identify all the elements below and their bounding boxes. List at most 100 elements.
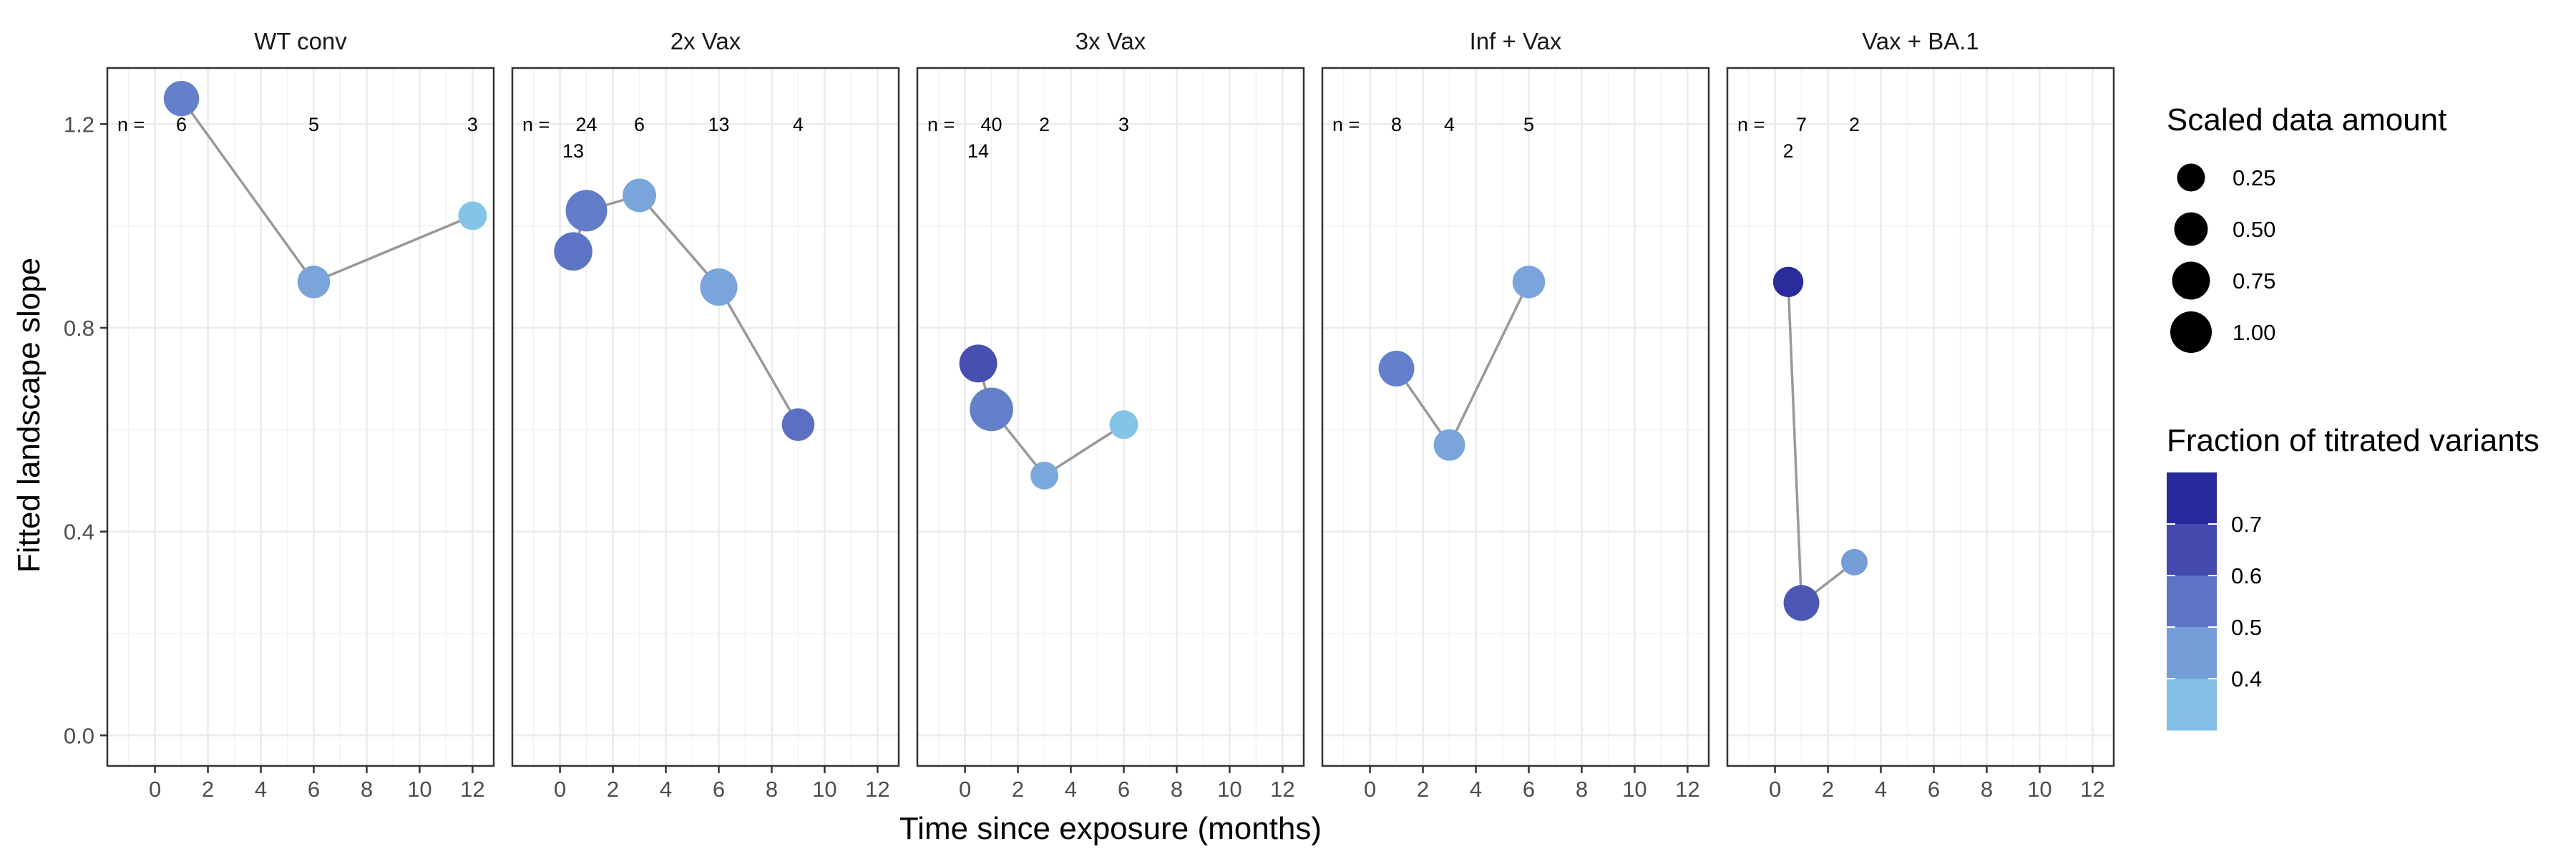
size-legend-title: Scaled data amount xyxy=(2167,102,2446,137)
n-count-label: 3 xyxy=(1118,114,1129,135)
x-tick-label: 2 xyxy=(607,777,619,802)
panel-background xyxy=(512,68,899,766)
x-tick-label: 0 xyxy=(1364,777,1376,802)
data-point xyxy=(458,201,487,230)
data-point xyxy=(1841,548,1868,576)
x-tick-label: 12 xyxy=(865,777,889,802)
n-count-label: 24 xyxy=(576,114,597,135)
data-point xyxy=(970,387,1013,432)
colorbar-band xyxy=(2167,524,2217,576)
x-tick-label: 12 xyxy=(460,777,484,802)
x-tick-label: 6 xyxy=(1928,777,1940,802)
n-count-label: 6 xyxy=(634,114,645,135)
x-tick-label: 8 xyxy=(1576,777,1588,802)
x-tick-label: 12 xyxy=(1270,777,1294,802)
series-line xyxy=(977,363,1125,477)
data-point xyxy=(1378,350,1415,387)
x-tick-label: 6 xyxy=(713,777,725,802)
x-tick-label: 10 xyxy=(812,777,836,802)
data-point xyxy=(700,268,738,306)
x-tick-label: 12 xyxy=(1675,777,1699,802)
n-prefix-label: n = xyxy=(1332,114,1360,135)
data-point xyxy=(1433,429,1465,461)
data-point xyxy=(781,408,815,441)
x-tick-label: 2 xyxy=(1012,777,1024,802)
x-tick-label: 4 xyxy=(1470,777,1482,802)
data-point xyxy=(1512,266,1546,299)
y-axis-title: Fitted landscape slope xyxy=(11,258,47,573)
size-legend-key xyxy=(2174,212,2208,246)
data-point xyxy=(565,190,608,232)
size-legend-label: 0.50 xyxy=(2233,217,2275,242)
x-tick-label: 0 xyxy=(1769,777,1781,802)
x-tick-label: 6 xyxy=(1523,777,1535,802)
colorbar-label: 0.5 xyxy=(2231,615,2262,640)
n-count-label: 4 xyxy=(793,114,804,135)
facet-strip xyxy=(917,18,1304,68)
n-count-label: 40 xyxy=(981,114,1002,135)
panel-background xyxy=(1727,68,2114,766)
n-count-label: 5 xyxy=(308,114,319,135)
x-tick-label: 2 xyxy=(1417,777,1429,802)
x-tick-label: 6 xyxy=(308,777,320,802)
data-point xyxy=(1030,461,1059,490)
facet-strip xyxy=(1727,18,2114,68)
facet-panel: 3x Vax n = 40 14 2 3 0 2 4 6 8 10 12 xyxy=(916,18,1305,802)
x-tick-label: 2 xyxy=(202,777,214,802)
x-tick-label: 8 xyxy=(361,777,373,802)
n-count-label: 13 xyxy=(562,140,584,162)
n-count-label: 2 xyxy=(1849,114,1860,135)
colorbar-band xyxy=(2167,679,2217,731)
x-tick-label: 0 xyxy=(959,777,971,802)
size-legend-key xyxy=(2170,311,2212,353)
facet-panel: WT conv n = 6 5 3 0 2 4 6 8 10 12 0.0 0.4 0.8 1.2 xyxy=(64,18,495,802)
n-count-label: 14 xyxy=(967,140,989,162)
n-count-label: 13 xyxy=(708,114,729,135)
x-tick-label: 8 xyxy=(1981,777,1993,802)
colorbar-label: 0.7 xyxy=(2231,512,2262,537)
colorbar-band xyxy=(2167,576,2217,628)
n-count-label: 2 xyxy=(1783,140,1794,162)
data-point xyxy=(1772,266,1804,298)
facet-strip-title: Inf + Vax xyxy=(1470,28,1562,54)
n-count-label: 8 xyxy=(1391,114,1402,135)
data-point xyxy=(959,344,997,383)
x-tick-label: 4 xyxy=(1065,777,1077,802)
colorbar-label: 0.4 xyxy=(2231,666,2262,691)
panel-border xyxy=(1726,67,2115,767)
n-count-label: 6 xyxy=(176,114,187,135)
facet-strip-title: 3x Vax xyxy=(1075,28,1146,54)
x-tick-label: 0 xyxy=(554,777,566,802)
n-count-label: 4 xyxy=(1444,114,1455,135)
x-tick-label: 6 xyxy=(1118,777,1130,802)
n-prefix-label: n = xyxy=(927,114,955,135)
n-prefix-label: n = xyxy=(1737,114,1765,135)
facet-panel: Inf + Vax n = 8 4 5 0 2 4 6 8 10 12 xyxy=(1321,18,1710,802)
facet-strip-title: WT conv xyxy=(254,28,347,54)
y-tick-label: 0.4 xyxy=(64,520,94,545)
facet-strip-title: Vax + BA.1 xyxy=(1862,28,1979,54)
n-prefix-label: n = xyxy=(117,114,145,135)
data-point xyxy=(163,80,200,117)
x-tick-label: 10 xyxy=(2027,777,2051,802)
x-tick-label: 10 xyxy=(1622,777,1646,802)
panel-border xyxy=(106,67,495,767)
n-count-label: 2 xyxy=(1039,114,1050,135)
facet-strip xyxy=(1322,18,1709,68)
x-tick-label: 4 xyxy=(1875,777,1887,802)
facet-strip xyxy=(512,18,899,68)
n-count-label: 3 xyxy=(467,114,478,135)
panel-border xyxy=(511,67,900,767)
colorbar-band xyxy=(2167,627,2217,679)
n-count-label: 7 xyxy=(1796,114,1807,135)
n-prefix-label: n = xyxy=(522,114,550,135)
facet-strip xyxy=(107,18,494,68)
x-tick-label: 0 xyxy=(149,777,161,802)
x-tick-label: 8 xyxy=(1171,777,1183,802)
panel-background xyxy=(107,68,494,766)
x-tick-label: 4 xyxy=(255,777,267,802)
x-tick-label: 2 xyxy=(1822,777,1834,802)
